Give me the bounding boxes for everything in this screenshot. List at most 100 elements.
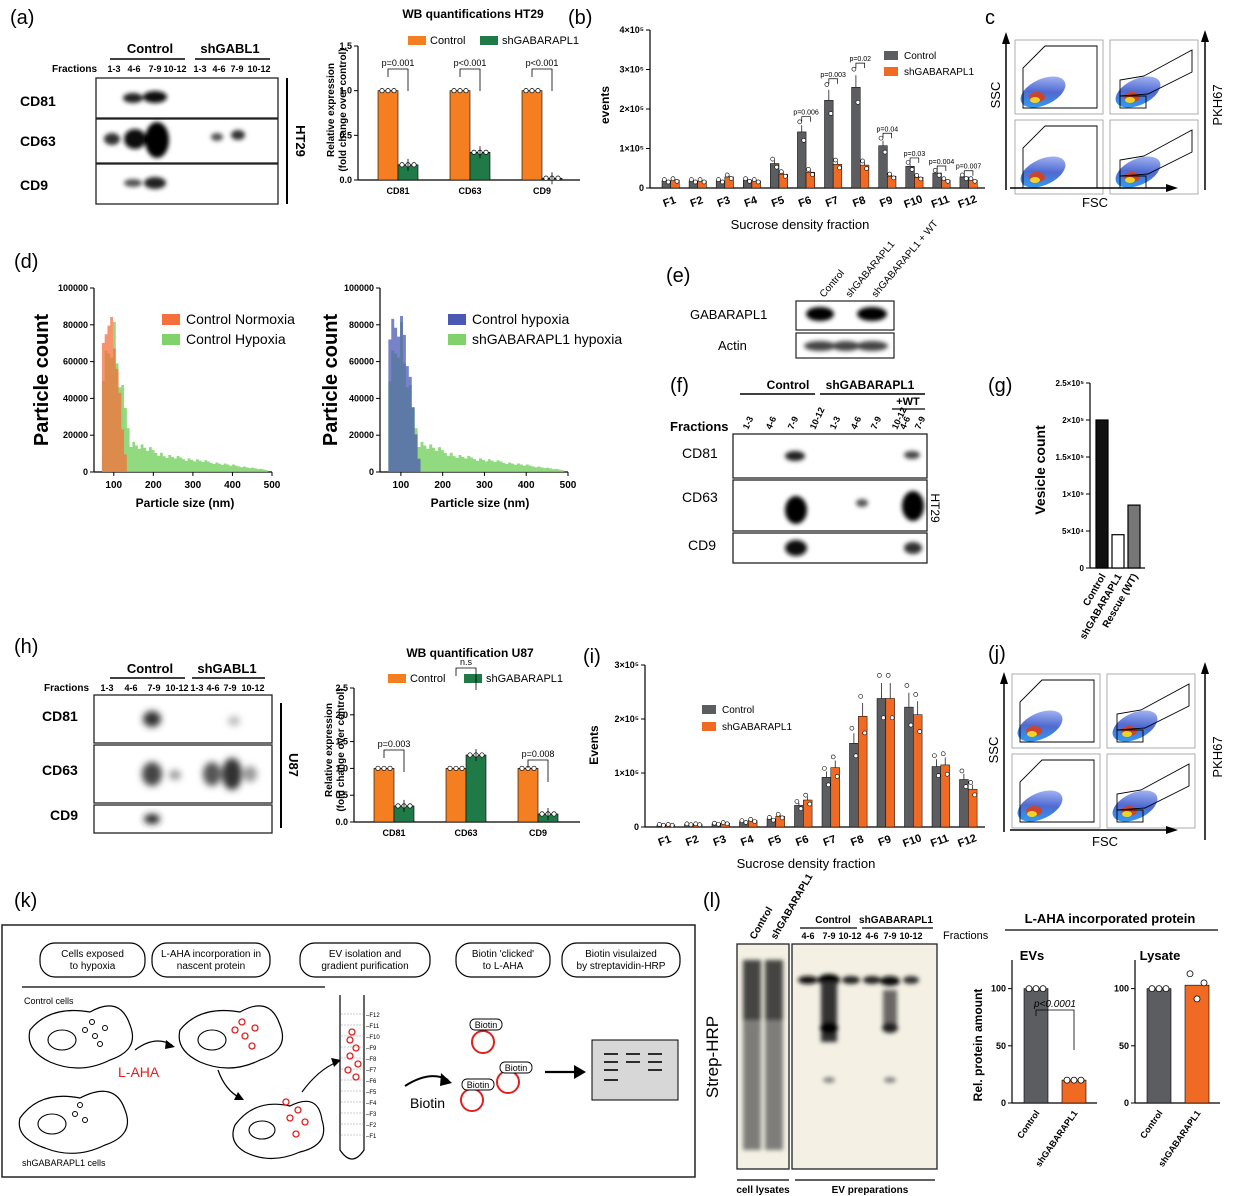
blot-l-bottom-lysates: cell lysates (736, 1185, 790, 1196)
data-point (774, 164, 779, 170)
data-point (1148, 985, 1156, 992)
sig-bracket (387, 68, 409, 91)
blot-f-group-sh: shGABARAPL1 (826, 378, 915, 392)
flow-gate (1116, 809, 1144, 823)
histogram-area (101, 316, 158, 472)
legend-swatch (162, 334, 180, 345)
tube-fraction-label: –F5 (366, 1090, 377, 1096)
data-point (963, 176, 969, 181)
blot-f-fraction-labels: 1-3 4-6 7-9 10-12 1-3 4-6 7-9 10-124-6 7-9 (741, 406, 928, 431)
sig-bracket (936, 165, 947, 171)
p-value: p=0.003 (378, 739, 411, 749)
y-tick-label: 2×10⁵ (615, 714, 640, 724)
fraction-label: 4-6 (801, 931, 814, 941)
data-point (878, 135, 884, 141)
blot-a-group-sh: shGABL1 (200, 41, 259, 56)
x-tick-label: F8 (851, 194, 867, 210)
legend-swatch (448, 314, 466, 325)
x-tick-label: F4 (739, 833, 756, 849)
data-point (1077, 1076, 1085, 1084)
data-point (806, 167, 811, 172)
fraction-label: 4-6 (849, 415, 864, 431)
blot-l-bottom-ev: EV preparations (832, 1185, 909, 1196)
schematic-tube-fractions: –F12 –F11 –F10 –F9 –F8 –F7 –F6 –F5 –F4 –F3 –F2 –F1 (341, 1013, 380, 1140)
step-box (39, 942, 146, 978)
legend-swatch (702, 705, 716, 714)
step-label: EV isolation and gradient purification (321, 949, 408, 972)
data-point (837, 165, 842, 171)
x-tick-label: CD81 (382, 828, 405, 838)
data-point (551, 811, 557, 817)
chart-b-legend: Control shGABARAPL1 (884, 51, 974, 78)
tube-fraction-label: –F7 (366, 1068, 377, 1074)
data-point (747, 178, 752, 184)
x-tick-label: 400 (224, 480, 241, 491)
chart-l-ylabel: Rel. protein amount (971, 989, 985, 1102)
data-point (833, 157, 838, 163)
data-point (529, 88, 535, 94)
data-point (963, 784, 969, 789)
data-point (959, 768, 965, 774)
y-tick-label: 20000 (63, 430, 88, 440)
data-point (1025, 985, 1033, 992)
panel-c-flow: SSC FSC PKH67 (988, 30, 1225, 210)
x-tick-label: F3 (716, 194, 732, 210)
x-tick-label: Control (1015, 1108, 1042, 1140)
y-tick-label: 2.0 (335, 710, 348, 720)
data-point (483, 149, 489, 155)
panel-a-blot: Control shGABL1 Fractions 1-3 4-6 7-9 10-12… (20, 41, 308, 205)
panel-label-d: (d) (14, 251, 38, 273)
fraction-label: 10-12 (247, 64, 270, 74)
x-tick-label: F12 (956, 832, 978, 850)
p-value: p=0.001 (382, 58, 415, 68)
p-value: n.s (460, 657, 473, 667)
data-point (779, 815, 785, 821)
x-tick-label: F10 (902, 193, 924, 211)
sig-bracket (527, 759, 549, 782)
panel-l-charts: L-AHA incorporated protein EVs Lysate Re… (971, 911, 1220, 1169)
data-point (822, 766, 827, 771)
schematic-biotin-2: Biotin (505, 1063, 528, 1073)
legend-label: Control (904, 51, 936, 62)
tube-fraction-label: –F10 (366, 1035, 380, 1041)
data-point (674, 178, 680, 184)
blot-f-group-wt: +WT (896, 396, 920, 408)
data-point (720, 820, 726, 825)
x-tick-label: F1 (662, 194, 678, 210)
fraction-label: 4-6 (124, 683, 137, 693)
y-tick-label: 100 (1114, 984, 1129, 994)
hist-d-right-xlabel: Particle size (nm) (431, 496, 530, 510)
step-box (151, 942, 271, 978)
data-point (783, 173, 788, 179)
chart-h-title: WB quantification U87 (406, 646, 534, 660)
data-point (457, 88, 463, 94)
chart-h-plot: 0.0 0.5 1.0 1.5 2.0 2.5 CD81 p=0.003 CD63 n.s CD9 p… (335, 657, 580, 838)
histogram-area (388, 315, 453, 472)
x-tick-label: F4 (743, 194, 760, 210)
bar (449, 90, 471, 181)
panel-label-j: (j) (988, 643, 1006, 665)
blot-h-fractions-label: Fractions (44, 683, 89, 694)
legend-label: shGABARAPL1 (502, 35, 579, 47)
chart-a-ylabel-2: (fold change over control) (338, 48, 349, 171)
chart-h-ylabel-2: (fold change over control) (336, 688, 347, 811)
data-point (851, 66, 857, 72)
lane-label: Control (818, 268, 847, 300)
data-point (697, 822, 703, 828)
data-point (864, 166, 869, 171)
flow-density-peak (1122, 731, 1132, 737)
blot-f-row-cd63: CD63 (682, 489, 718, 505)
legend-swatch (448, 334, 466, 345)
tube-fraction-label: –F11 (366, 1024, 380, 1030)
data-point (904, 683, 910, 688)
data-point (917, 729, 923, 734)
x-tick-label: F9 (877, 833, 893, 849)
y-tick-label: 40000 (63, 393, 88, 403)
bar (521, 90, 543, 181)
flow-density-peak (1027, 811, 1037, 817)
data-point (1162, 985, 1170, 992)
y-tick-label: 0.5 (335, 790, 348, 800)
data-point (909, 167, 915, 172)
